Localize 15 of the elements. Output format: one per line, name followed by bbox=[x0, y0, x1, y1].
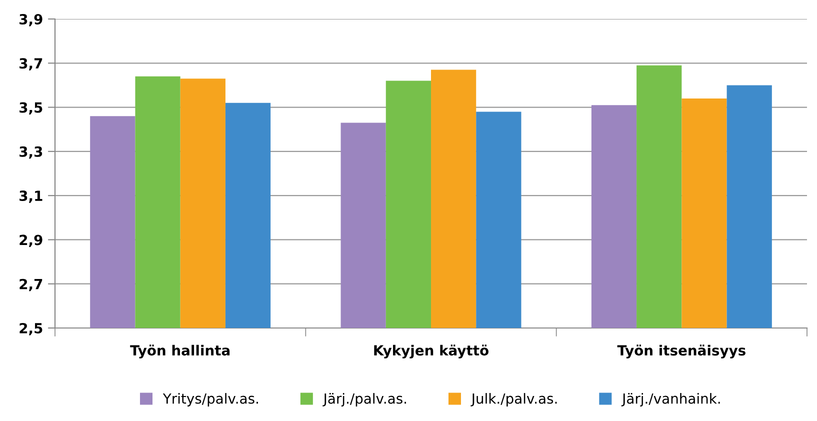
y-tick-label: 3,3 bbox=[20, 146, 42, 159]
y-tick-label: 3,7 bbox=[20, 58, 42, 70]
x-tick-label: Työn itsenäisyys bbox=[617, 344, 746, 358]
y-tick-label: 3,5 bbox=[20, 102, 42, 115]
y-tick-label: 2,9 bbox=[20, 234, 42, 247]
y-tick-label: 3,9 bbox=[20, 14, 42, 26]
legend-label: Julk./palv.as. bbox=[470, 393, 557, 406]
legend-label: Järj./vanhaink. bbox=[621, 393, 720, 406]
y-tick-label: 2,5 bbox=[20, 322, 42, 336]
y-tick-label: 2,7 bbox=[20, 278, 42, 292]
x-tick-label: Kykyjen käyttö bbox=[374, 344, 488, 358]
legend-label: Järj./palv.as. bbox=[322, 393, 406, 406]
legend-label: Yritys/palv.as. bbox=[162, 393, 258, 406]
y-tick-label: 3,1 bbox=[20, 190, 42, 203]
x-tick-label: Työn hallinta bbox=[130, 344, 230, 358]
